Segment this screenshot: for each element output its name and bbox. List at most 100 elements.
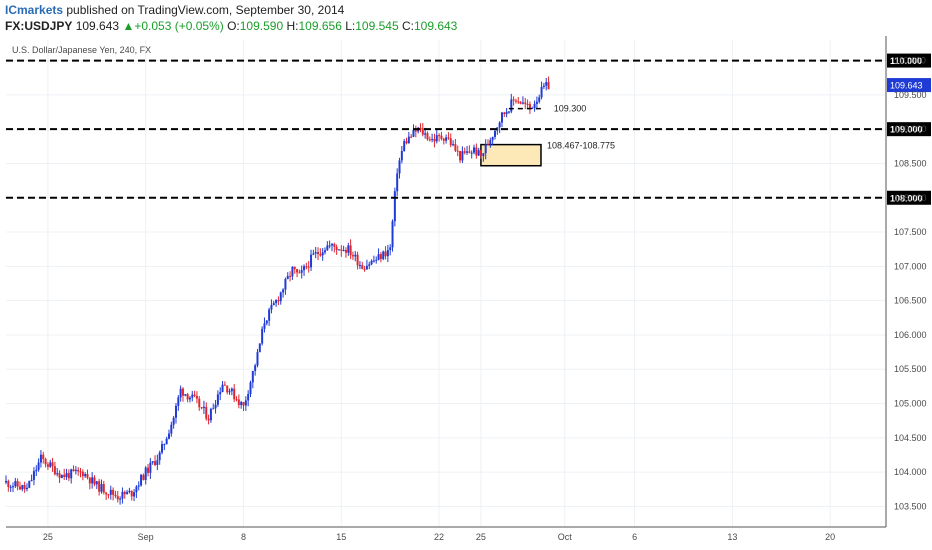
publish-line: ICmarkets published on TradingView.com, … <box>5 3 344 17</box>
candle-body <box>242 402 245 406</box>
candle-body <box>74 469 77 472</box>
candle-body <box>7 480 10 487</box>
time-axis[interactable]: 25 Sep 8 15 22 25 Oct 6 13 20 <box>6 526 886 542</box>
candle-body <box>112 489 115 495</box>
candle-body <box>510 99 513 112</box>
candle-body <box>14 481 17 487</box>
candle-body <box>384 251 387 257</box>
candle-body <box>58 473 61 478</box>
candle-body <box>5 480 7 483</box>
candle-body <box>237 399 240 406</box>
candle-body <box>459 151 462 161</box>
candle-body <box>100 484 103 492</box>
candle-body <box>254 365 257 371</box>
price-axis[interactable]: 103.500 104.000 104.500 105.000 105.500 106.0… <box>885 36 927 527</box>
candle-body <box>23 485 26 490</box>
candle-body <box>498 122 501 128</box>
candle-body <box>307 266 310 268</box>
candle-body <box>361 265 364 269</box>
candle-body <box>42 454 45 459</box>
candle-body <box>468 151 471 153</box>
candle-body <box>130 490 133 497</box>
candle-body <box>205 406 208 419</box>
candle-body <box>30 479 33 481</box>
candle-body <box>279 292 282 302</box>
candle-body <box>351 255 354 257</box>
candle-body <box>410 136 413 138</box>
candle-body <box>179 388 182 398</box>
candle-body <box>249 382 252 395</box>
candle-body <box>65 473 68 477</box>
candle-body <box>349 245 352 256</box>
candle-body <box>333 243 336 247</box>
zone-label: 108.467-108.775 <box>547 141 615 151</box>
candle-body <box>475 147 478 156</box>
candle-body <box>456 150 459 152</box>
candle-body <box>519 101 522 104</box>
candle-body <box>9 486 12 488</box>
candle-body <box>335 246 338 251</box>
candle-body <box>21 485 24 490</box>
price-tick-label: 104.000 <box>894 467 927 477</box>
candle-body <box>219 392 222 395</box>
candle-body <box>67 473 70 479</box>
candle-body <box>181 388 184 396</box>
short-level-label: 109.300 <box>554 104 587 114</box>
candle-body <box>214 404 217 409</box>
candle-body <box>221 384 224 393</box>
candle-body <box>447 137 450 139</box>
candle-body <box>272 303 275 305</box>
candle-body <box>170 424 173 434</box>
candle-body <box>202 406 205 409</box>
candle-body <box>177 397 180 406</box>
candle-body <box>44 458 47 465</box>
candle-body <box>11 486 14 488</box>
candle-body <box>414 129 417 132</box>
publisher-name[interactable]: ICmarkets <box>5 3 64 17</box>
candle-body <box>500 112 503 123</box>
candle-body <box>487 144 490 146</box>
candle-body <box>119 498 122 500</box>
candle-body <box>53 466 56 475</box>
price-chart[interactable]: 108.467-108.775 110.000 109.000 108.000 109… <box>0 36 932 550</box>
candle-body <box>39 454 42 463</box>
candle-body <box>347 245 350 253</box>
chart-title: U.S. Dollar/Japanese Yen, 240, FX <box>12 45 151 55</box>
level-tag <box>887 190 931 205</box>
current-price-label: 109.643 <box>890 81 923 91</box>
candle-body <box>480 150 483 157</box>
candle-body <box>517 101 520 103</box>
levels: 110.000 109.000 108.000 109.300 109.643 <box>6 53 931 205</box>
candle-body <box>261 328 264 344</box>
candle-body <box>407 136 410 144</box>
symbol-label[interactable]: FX:USDJPY <box>5 19 73 33</box>
level-tag <box>887 122 931 137</box>
candle-body <box>114 494 117 497</box>
candle-body <box>25 487 28 490</box>
time-tick-label: 20 <box>825 532 835 542</box>
open-label: O: <box>227 19 240 33</box>
candle-body <box>154 461 157 465</box>
candle-body <box>165 438 168 445</box>
candle-body <box>463 151 466 153</box>
candle-body <box>230 388 233 392</box>
candle-body <box>116 496 119 500</box>
candle-body <box>149 462 152 473</box>
candle-body <box>493 130 496 137</box>
candle-body <box>426 133 429 140</box>
candles <box>5 76 550 505</box>
published-text: published on TradingView.com, September … <box>66 3 345 17</box>
candle-body <box>484 144 487 154</box>
candle-body <box>396 173 399 192</box>
level-tag-label: 109.000 <box>890 125 923 135</box>
candle-body <box>282 289 285 293</box>
candle-body <box>109 489 112 495</box>
candle-body <box>370 260 373 265</box>
candle-body <box>375 259 378 261</box>
candle-body <box>489 140 492 145</box>
candle-body <box>174 405 177 418</box>
candle-body <box>344 249 347 253</box>
price-tick-label: 108.500 <box>894 158 927 168</box>
grid <box>6 40 886 527</box>
candle-body <box>56 473 59 475</box>
